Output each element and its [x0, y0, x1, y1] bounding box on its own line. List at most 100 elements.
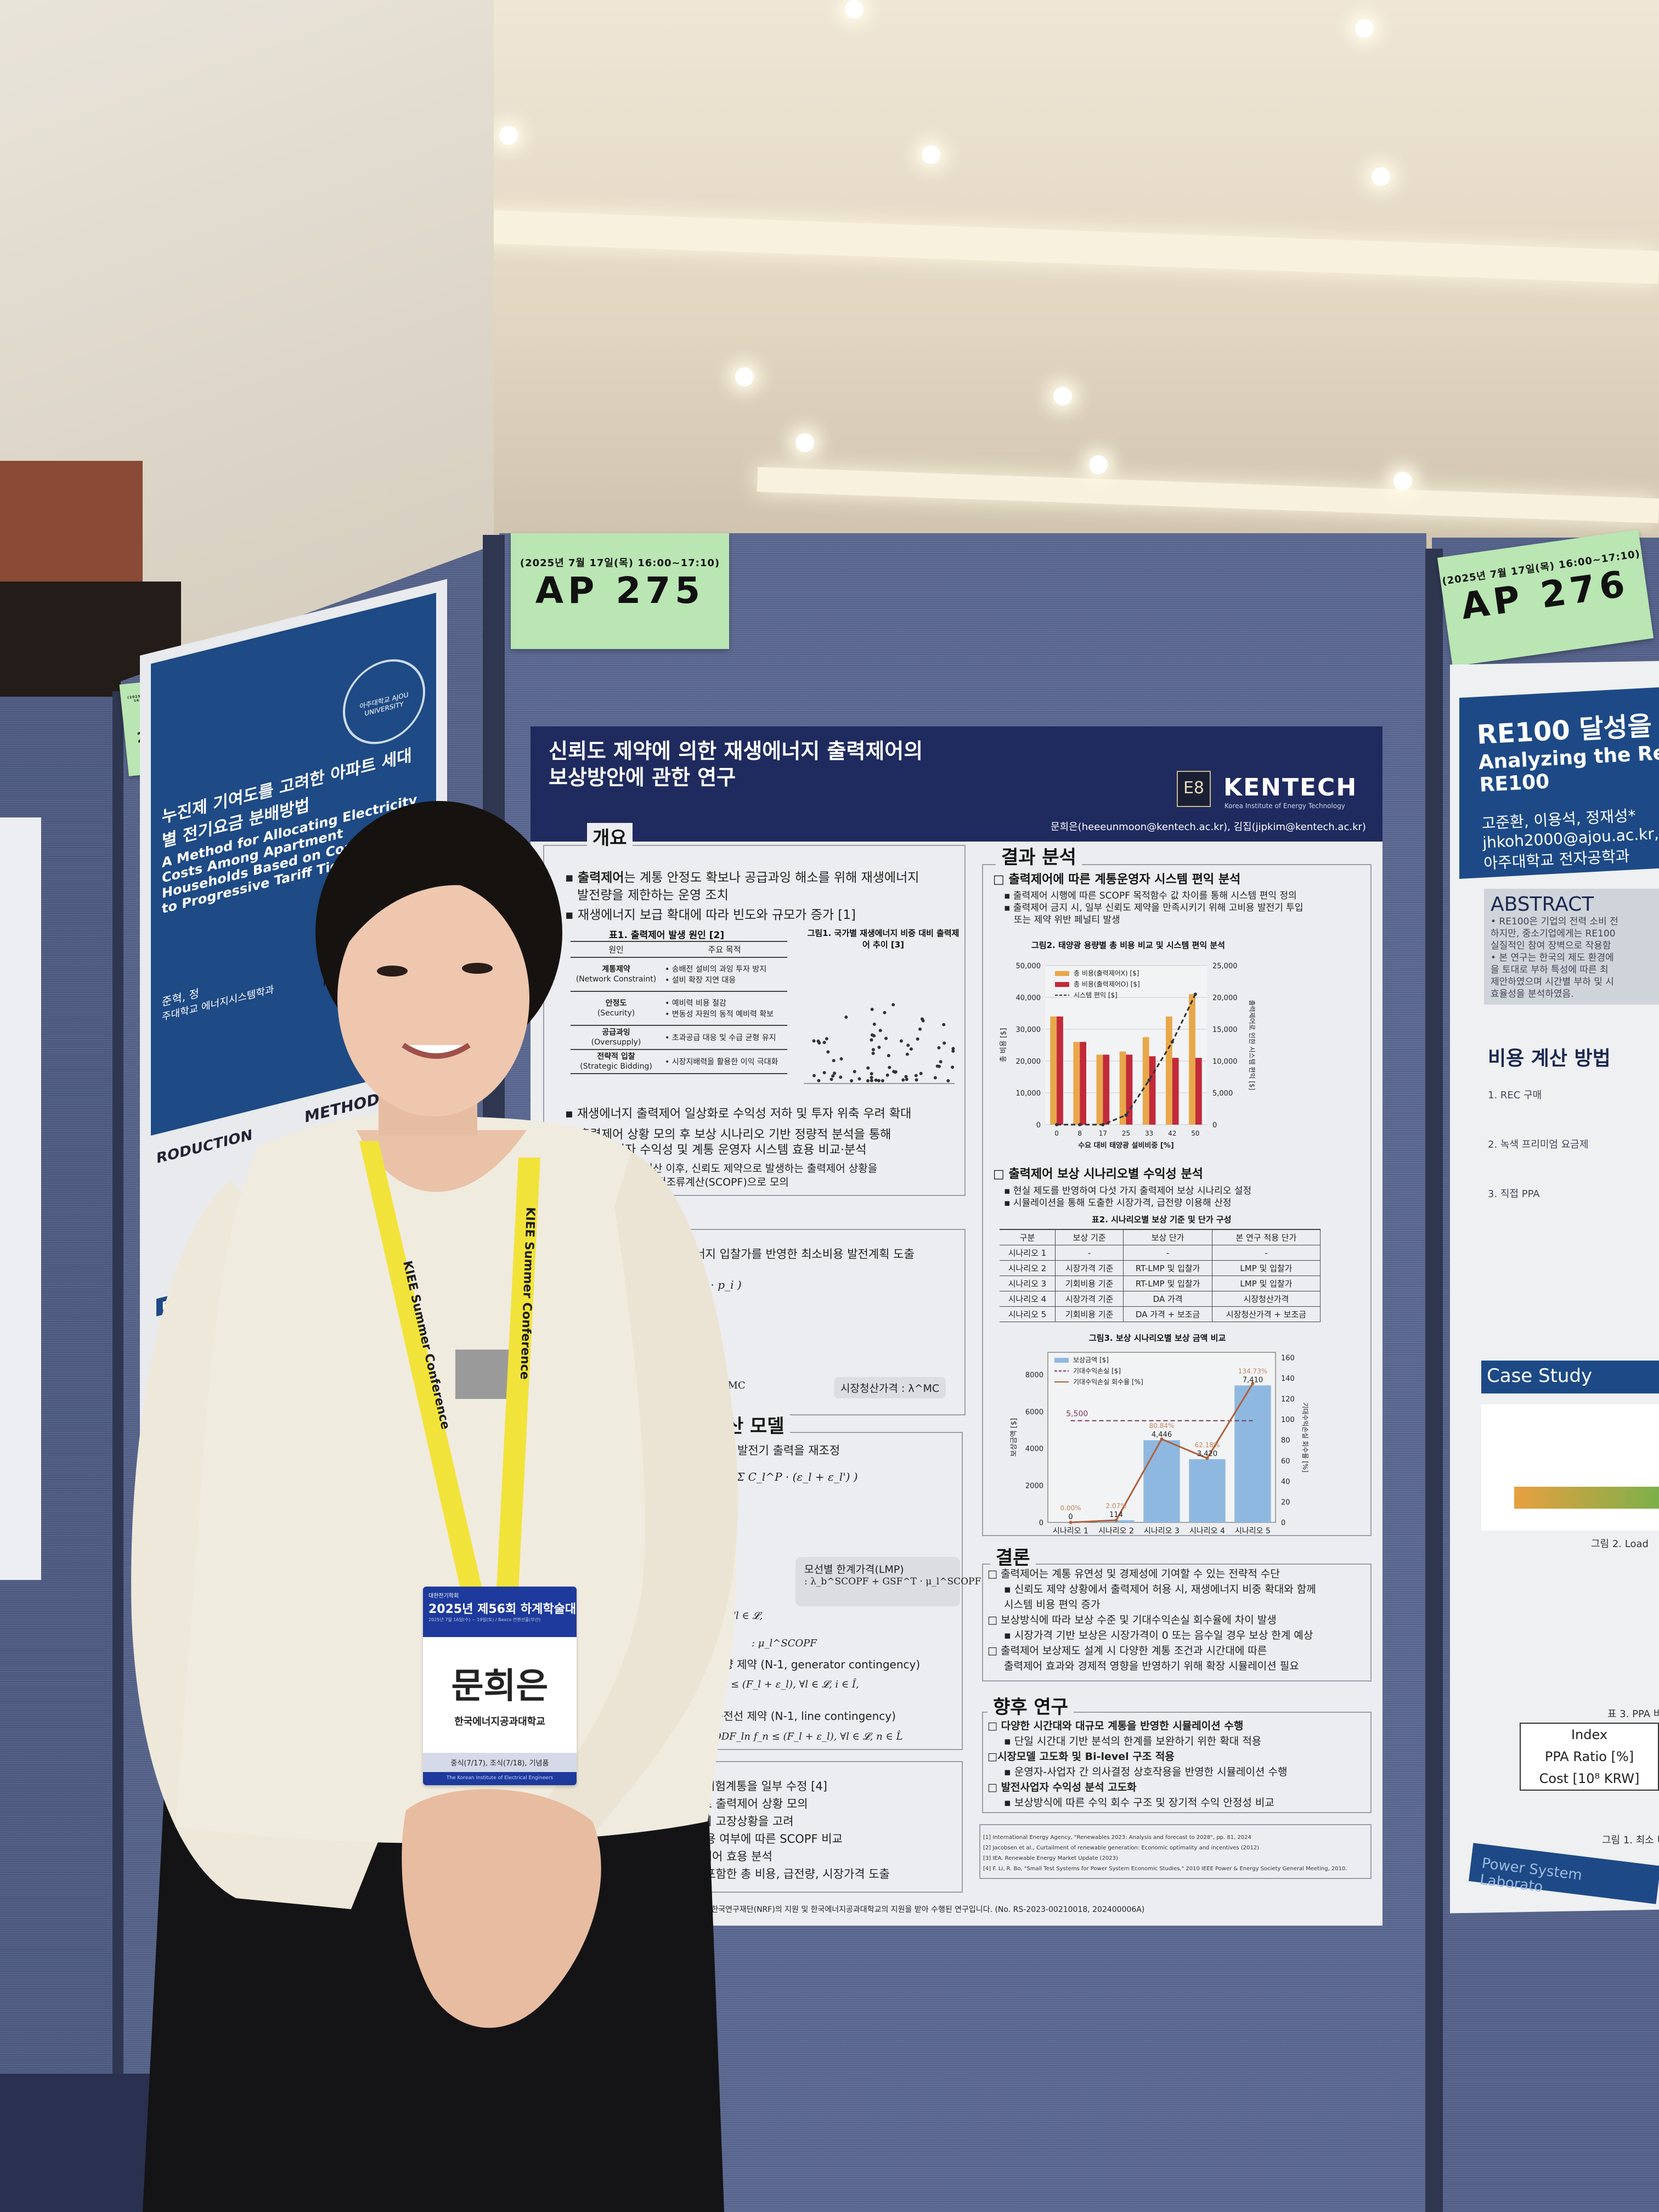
case-study-chart — [1481, 1404, 1659, 1531]
overview-bullet-2: ▪ 재생에너지 보급 확대에 따라 빈도와 규모가 증가 [1] — [565, 908, 856, 922]
fig1-point — [918, 1027, 922, 1031]
text-line: 시스템 비용 편익 증가 — [1004, 1599, 1101, 1611]
ceiling-light — [922, 145, 940, 164]
bar — [1172, 1058, 1179, 1125]
table1-row: 전략적 입찰 (Strategic Bidding) • 시장지배력을 활용한 이익… — [571, 1049, 787, 1074]
table2-cell: 기회비용 기준 — [1055, 1306, 1124, 1322]
table1-cause: 안정도 (Security) — [571, 991, 662, 1026]
point-label: 62.18% — [1195, 1441, 1220, 1449]
name-badge: 대한전기학회 2025년 제56회 하계학술대회 2025년 7월 16일(수)… — [423, 1587, 577, 1785]
ceiling-light — [499, 126, 518, 145]
bar — [1143, 1440, 1180, 1522]
fig1-point — [916, 1037, 919, 1041]
y2-tick-label: 20 — [1281, 1498, 1290, 1506]
cause-ko: 안정도 — [605, 999, 627, 1008]
fig1-point — [888, 1065, 891, 1069]
fig1-point — [877, 1079, 881, 1082]
fig1-point — [942, 1023, 946, 1026]
chart-3 — [1047, 1352, 1276, 1524]
results-sub-2-b1: ▪ 현실 제도를 반영하여 다섯 가지 출력제어 보상 시나리오 설정 — [1004, 1186, 1252, 1197]
table2-header: 보상 기준 — [1055, 1229, 1124, 1245]
bar — [1103, 1054, 1110, 1125]
fig1-point — [933, 1076, 937, 1080]
ppa-table: Index PPA Ratio [%] Cost [10⁸ KRW] — [1520, 1723, 1659, 1791]
y-tick-label: 0 — [1039, 1519, 1043, 1527]
bullet-text: 재생에너지 출력제어 일상화로 수익성 저하 및 투자 위축 우려 확대 — [577, 1107, 912, 1121]
fig1-point — [866, 1066, 870, 1070]
chart-2 — [1045, 965, 1207, 1126]
y-tick-label: 10,000 — [1016, 1090, 1041, 1098]
conclusion-box — [982, 1564, 1372, 1681]
fig1-point — [870, 1076, 873, 1080]
table1-title: 표1. 출력제어 발생 원인 [2] — [609, 930, 725, 941]
fig1-point — [919, 1071, 923, 1075]
table2-cell: 시나리오 3 — [1000, 1276, 1056, 1291]
future-heading: 향후 연구 — [988, 1692, 1074, 1719]
references: [1] International Energy Agency, "Renewa… — [983, 1832, 1347, 1874]
text-line: • RE100은 기업의 전력 소비 전 — [1491, 916, 1618, 927]
lanyard-right — [496, 1158, 540, 1591]
cause-ko: 전략적 입찰 — [597, 1052, 635, 1061]
x-tick-label: 시나리오 4 — [1189, 1527, 1225, 1536]
text-line: 효율성을 분석하였음. — [1491, 989, 1574, 1000]
fig1-point — [830, 1077, 833, 1081]
bar — [1189, 1459, 1226, 1522]
ceiling-light — [1355, 19, 1374, 38]
text-line: PPA Ratio [%] — [1544, 1749, 1634, 1764]
fig1-point — [921, 1019, 925, 1023]
text-line: • 본 연구는 한국의 제도 환경에 — [1491, 952, 1614, 963]
fig1-point — [946, 1079, 950, 1082]
hair-fringe — [324, 836, 554, 988]
x-tick-label: 8 — [1077, 1130, 1082, 1137]
kentech-logo: KENTECH — [1223, 774, 1358, 802]
scopf-objective: + Σ C_l^P · (ε_l + ε_l') ) — [724, 1470, 858, 1483]
cause-en: (Strategic Bidding) — [580, 1062, 652, 1071]
table1-purpose: • 시장지배력을 활용한 이익 극대화 — [662, 1049, 787, 1074]
case-study-heading: Case Study — [1481, 1361, 1659, 1393]
table1-cause: 공급과잉 (Oversupply) — [571, 1025, 662, 1050]
text-line: Cost [10⁸ KRW] — [1539, 1771, 1640, 1786]
y2-tick-label: 60 — [1281, 1457, 1290, 1465]
bullet-text: 는 계통 안정도 확보나 공급과잉 해소를 위해 재생에너지 — [624, 871, 919, 885]
fig1-point — [866, 1079, 870, 1082]
y2-tick-label: 120 — [1281, 1396, 1295, 1404]
fig1-caption: 그림 1. 최소 비용과 — [1602, 1835, 1659, 1846]
table2-cell: 시장가격 기준 — [1055, 1291, 1124, 1307]
x-tick-label: 25 — [1122, 1130, 1130, 1137]
bullet-text: 재생에너지 보급 확대에 따라 빈도와 규모가 증가 [1] — [577, 908, 856, 922]
abstract-text: • RE100은 기업의 전력 소비 전 하지만, 중소기업에게는 RE100 실질… — [1491, 916, 1652, 1000]
badge-affiliation: 한국에너지공과대학교 — [454, 1716, 545, 1728]
overview-heading: 개요 — [587, 823, 633, 850]
y2-tick-label: 5,000 — [1212, 1090, 1233, 1098]
bar — [1142, 1037, 1149, 1125]
poster-title-line1: 신뢰도 제약에 의한 재생에너지 출력제어의 — [549, 739, 923, 763]
fig1-point — [884, 1036, 888, 1040]
ceiling-light — [1372, 167, 1390, 186]
legend-label: 기대수익손실 [$] — [1073, 1367, 1121, 1375]
conclusion-text: □ 출력제어는 계통 유연성 및 경제성에 기여할 수 있는 전략적 수단 ▪ 신… — [988, 1566, 1316, 1674]
text-line: [1] International Energy Agency, "Renewa… — [983, 1835, 1251, 1841]
results-sub-1: □ 출력제어에 따른 계통운영자 시스템 편익 분석 — [993, 873, 1241, 887]
y-tick-label: 8000 — [1025, 1371, 1043, 1379]
undershirt — [455, 1350, 516, 1399]
fig1-point — [870, 1033, 874, 1037]
cause-ko: 계통제약 — [602, 965, 630, 974]
fig1-point — [893, 1070, 897, 1074]
fig1-point — [853, 1070, 856, 1074]
fig1-point — [870, 1072, 873, 1076]
line-point — [1078, 1123, 1082, 1126]
poster-ap276-method: 비용 계산 방법 1. REC 구매 2. 녹색 프리미엄 요금제 3. 직접 PP… — [1488, 1042, 1659, 1219]
fig1-point — [883, 1011, 887, 1014]
text-line: □ 보상방식에 따라 보상 수준 및 기대수익손실 회수율에 차이 발생 — [988, 1614, 1277, 1626]
conclusion-heading: 결론 — [990, 1543, 1036, 1570]
table2-cell: 시나리오 1 — [1000, 1245, 1056, 1261]
ceiling-light — [1053, 387, 1072, 405]
fig1-point — [905, 1052, 909, 1056]
text-line: □ 출력제어 보상제도 설계 시 다양한 계통 조건과 시간대에 따른 — [988, 1645, 1267, 1657]
table1-row: 계통제약 (Network Constraint) • 송배전 설비의 과잉 투자 … — [571, 957, 787, 992]
legend-label: 기대수익손실 회수율 [%] — [1073, 1378, 1143, 1386]
x-tick-label: 50 — [1191, 1130, 1199, 1137]
fig2-caption: 그림 2. Load — [1591, 1538, 1649, 1550]
overview-bullet-1-cont: 발전량을 제한하는 운영 조치 — [577, 888, 729, 902]
legend-swatch — [1054, 1358, 1069, 1363]
